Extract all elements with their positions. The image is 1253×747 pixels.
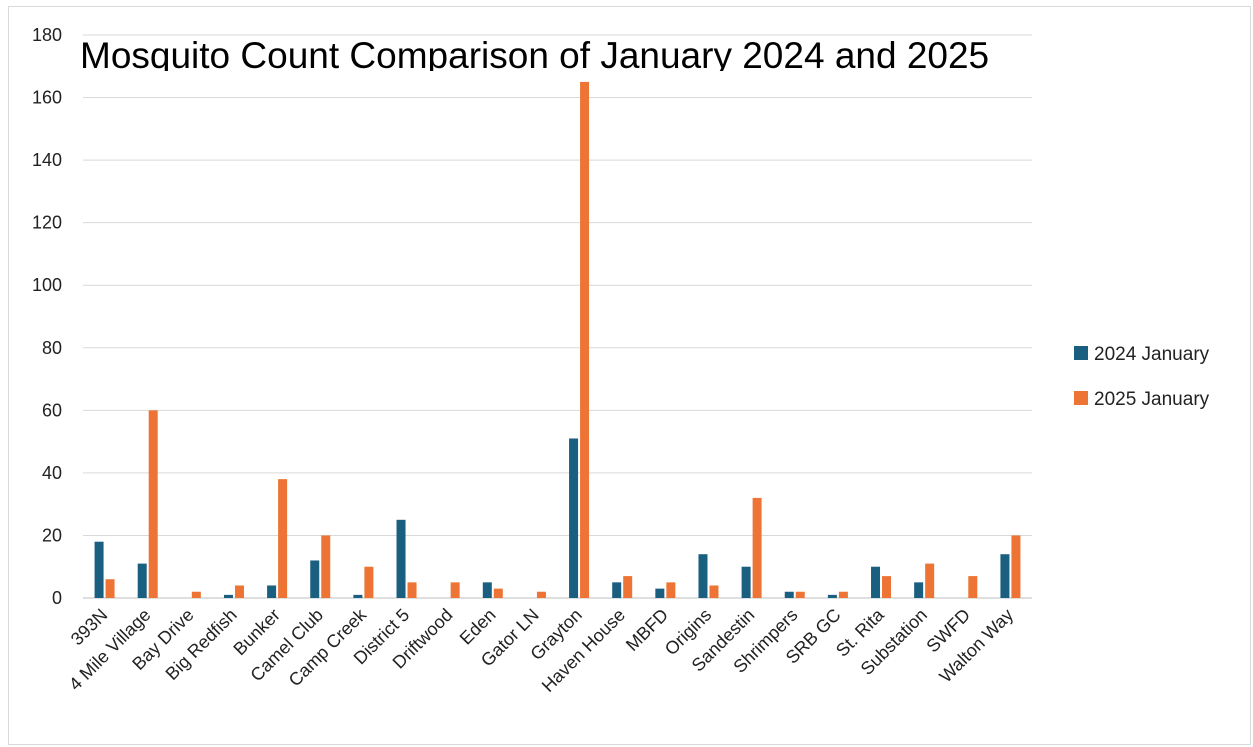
bar-2025 [1011, 535, 1021, 598]
bar-2025 [580, 81, 590, 598]
bar-2025 [191, 591, 201, 598]
y-tick-label: 180 [32, 25, 62, 45]
bar-2024 [353, 594, 363, 598]
bar-2024 [698, 554, 708, 598]
bar-2024 [914, 582, 924, 598]
bar-2024 [827, 594, 837, 598]
y-tick-label: 100 [32, 275, 62, 295]
bar-2025 [493, 588, 503, 598]
y-tick-label: 120 [32, 213, 62, 233]
bar-2025 [968, 576, 978, 598]
y-tick-label: 20 [42, 525, 62, 545]
bar-2025 [278, 479, 288, 598]
bar-2024 [655, 588, 665, 598]
bar-2024 [482, 582, 492, 598]
bar-2024 [396, 519, 406, 598]
legend-swatch [1074, 346, 1088, 360]
bar-2025 [709, 585, 719, 598]
y-tick-label: 0 [52, 588, 62, 608]
y-tick-label: 60 [42, 400, 62, 420]
bar-2025 [321, 535, 331, 598]
bar-2025 [623, 576, 633, 598]
bar-2024 [1000, 554, 1010, 598]
bar-2024 [310, 560, 320, 598]
bar-2024 [569, 438, 579, 598]
chart-title: Mosquito Count Comparison of January 202… [80, 35, 990, 71]
bar-2025 [536, 591, 546, 598]
bar-2024 [741, 566, 751, 598]
bar-2025 [795, 591, 805, 598]
bar-2024 [871, 566, 881, 598]
bar-2024 [612, 582, 622, 598]
bar-2024 [137, 563, 147, 598]
legend-swatch [1074, 391, 1088, 405]
y-tick-label: 160 [32, 88, 62, 108]
bar-2025 [407, 582, 417, 598]
bar-2025 [925, 563, 935, 598]
bar-2025 [838, 591, 848, 598]
y-tick-label: 40 [42, 463, 62, 483]
bar-2024 [784, 591, 794, 598]
legend-label: 2024 January [1094, 344, 1210, 365]
bar-2024 [94, 541, 104, 598]
bar-2025 [364, 566, 374, 598]
bar-2025 [882, 576, 892, 598]
bar-2025 [752, 497, 762, 598]
legend-label: 2025 January [1094, 389, 1210, 410]
bar-2025 [105, 579, 115, 598]
bar-2025 [148, 410, 158, 598]
bar-2025 [666, 582, 676, 598]
bar-2025 [450, 582, 460, 598]
bar-2024 [223, 594, 233, 598]
bar-2025 [234, 585, 244, 598]
y-tick-label: 140 [32, 150, 62, 170]
y-tick-label: 80 [42, 338, 62, 358]
chart-frame [8, 6, 1251, 745]
bar-2024 [267, 585, 277, 598]
